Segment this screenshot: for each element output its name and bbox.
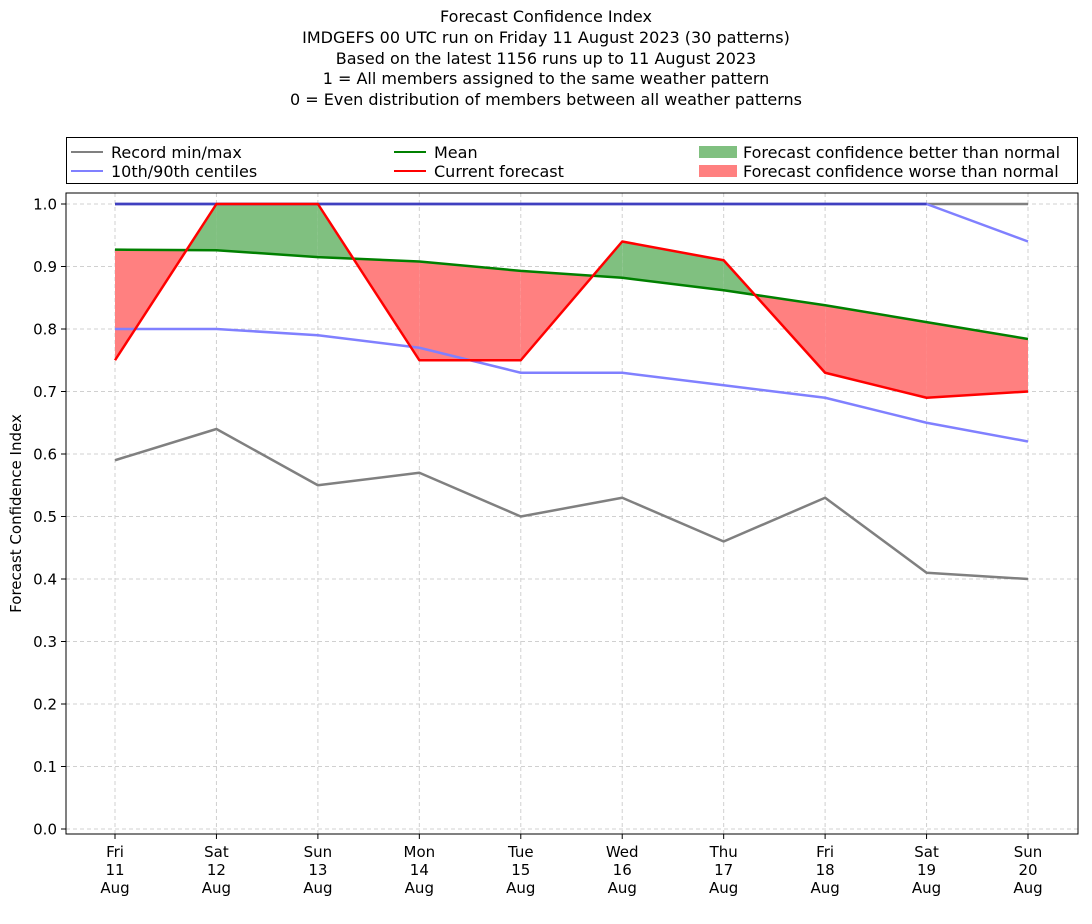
x-tick-label: 17: [714, 861, 733, 879]
plot-frame: [65, 192, 1079, 835]
x-tick-label: Fri: [816, 843, 834, 861]
y-tick-label: 0.2: [33, 696, 57, 714]
x-tick-label: 15: [511, 861, 530, 879]
legend-centiles: 10th/90th centiles: [71, 161, 258, 181]
fill-worse-segment: [419, 261, 521, 361]
fill-worse-segment: [825, 305, 927, 398]
x-tick-label: Sat: [914, 843, 939, 861]
x-tick-label: Aug: [810, 879, 839, 897]
x-tick-label: Aug: [608, 879, 637, 897]
x-tick-label: Sun: [304, 843, 333, 861]
legend-current-label: Current forecast: [434, 161, 564, 181]
y-axis-label: Forecast Confidence Index: [7, 414, 25, 613]
title-line-4: 1 = All members assigned to the same wea…: [322, 69, 770, 89]
series-line-record-min: [114, 427, 1029, 581]
series-line-p10: [115, 327, 1029, 443]
y-tick-label: 0.7: [33, 383, 57, 401]
y-tick-label: 1.0: [33, 196, 57, 214]
x-tick-label: Thu: [709, 843, 738, 861]
x-tick-label: Aug: [912, 879, 941, 897]
legend-worse-label: Forecast confidence worse than normal: [743, 161, 1059, 181]
x-tick-label: Fri: [106, 843, 124, 861]
x-tick-label: Aug: [506, 879, 535, 897]
title-line-3: Based on the latest 1156 runs up to 11 A…: [335, 48, 757, 68]
x-tick-label: 12: [207, 861, 226, 879]
legend-record-label: Record min/max: [111, 142, 242, 162]
chart-title: Forecast Confidence Index IMDGEFS 00 UTC…: [0, 7, 1092, 111]
x-tick-label: Aug: [405, 879, 434, 897]
x-tick-label: 18: [816, 861, 835, 879]
legend-worse-swatch: [699, 165, 737, 177]
x-tick-label: Aug: [1013, 879, 1042, 897]
title-line-2: IMDGEFS 00 UTC run on Friday 11 August 2…: [302, 27, 790, 47]
legend-current: Current forecast: [394, 161, 564, 181]
x-tick-label: Mon: [404, 843, 436, 861]
legend-better-label: Forecast confidence better than normal: [743, 142, 1061, 162]
x-tick-label: 14: [410, 861, 429, 879]
x-tick-label: Wed: [606, 843, 639, 861]
y-tick-label: 0.8: [33, 321, 57, 339]
x-tick-label: Aug: [709, 879, 738, 897]
x-tick-label: 20: [1018, 861, 1037, 879]
x-tick-label: 19: [917, 861, 936, 879]
legend-mean-swatch: [394, 151, 426, 153]
legend-centiles-label: 10th/90th centiles: [111, 161, 258, 181]
y-tick-label: 0.5: [33, 508, 57, 526]
y-tick-label: 0.0: [33, 821, 57, 839]
legend-better: Forecast confidence better than normal: [699, 142, 1061, 162]
legend-mean-label: Mean: [434, 142, 478, 162]
y-tick-label: 0.4: [33, 571, 57, 589]
y-tick-label: 0.9: [33, 258, 57, 276]
x-tick-label: Aug: [202, 879, 231, 897]
legend-worse: Forecast confidence worse than normal: [699, 161, 1059, 181]
legend-record-swatch: [71, 151, 103, 153]
fill-better-segment: [622, 241, 724, 291]
title-line-5: 0 = Even distribution of members between…: [289, 90, 803, 110]
legend-record: Record min/max: [71, 142, 242, 162]
x-tick-label: Aug: [303, 879, 332, 897]
fill-better-segment: [216, 204, 318, 258]
series-line-current: [113, 202, 1029, 399]
fill-worse-segment: [926, 322, 1028, 398]
x-tick-label: Sat: [204, 843, 229, 861]
series-line-mean: [114, 248, 1029, 341]
x-tick-label: Tue: [507, 843, 534, 861]
x-tick-label: Sun: [1014, 843, 1043, 861]
y-tick-label: 0.6: [33, 446, 57, 464]
x-tick-label: 13: [308, 861, 327, 879]
x-tick-label: Aug: [100, 879, 129, 897]
x-tick-label: 11: [105, 861, 124, 879]
y-tick-label: 0.3: [33, 633, 57, 651]
title-line-1: Forecast Confidence Index: [440, 7, 652, 26]
legend-better-swatch: [699, 146, 737, 158]
legend-centiles-swatch: [71, 170, 103, 172]
y-tick-label: 0.1: [33, 758, 57, 776]
legend-mean: Mean: [394, 142, 478, 162]
chart-legend: Record min/max 10th/90th centiles Mean C…: [66, 137, 1078, 184]
x-tick-label: 16: [613, 861, 632, 879]
legend-current-swatch: [394, 170, 426, 172]
